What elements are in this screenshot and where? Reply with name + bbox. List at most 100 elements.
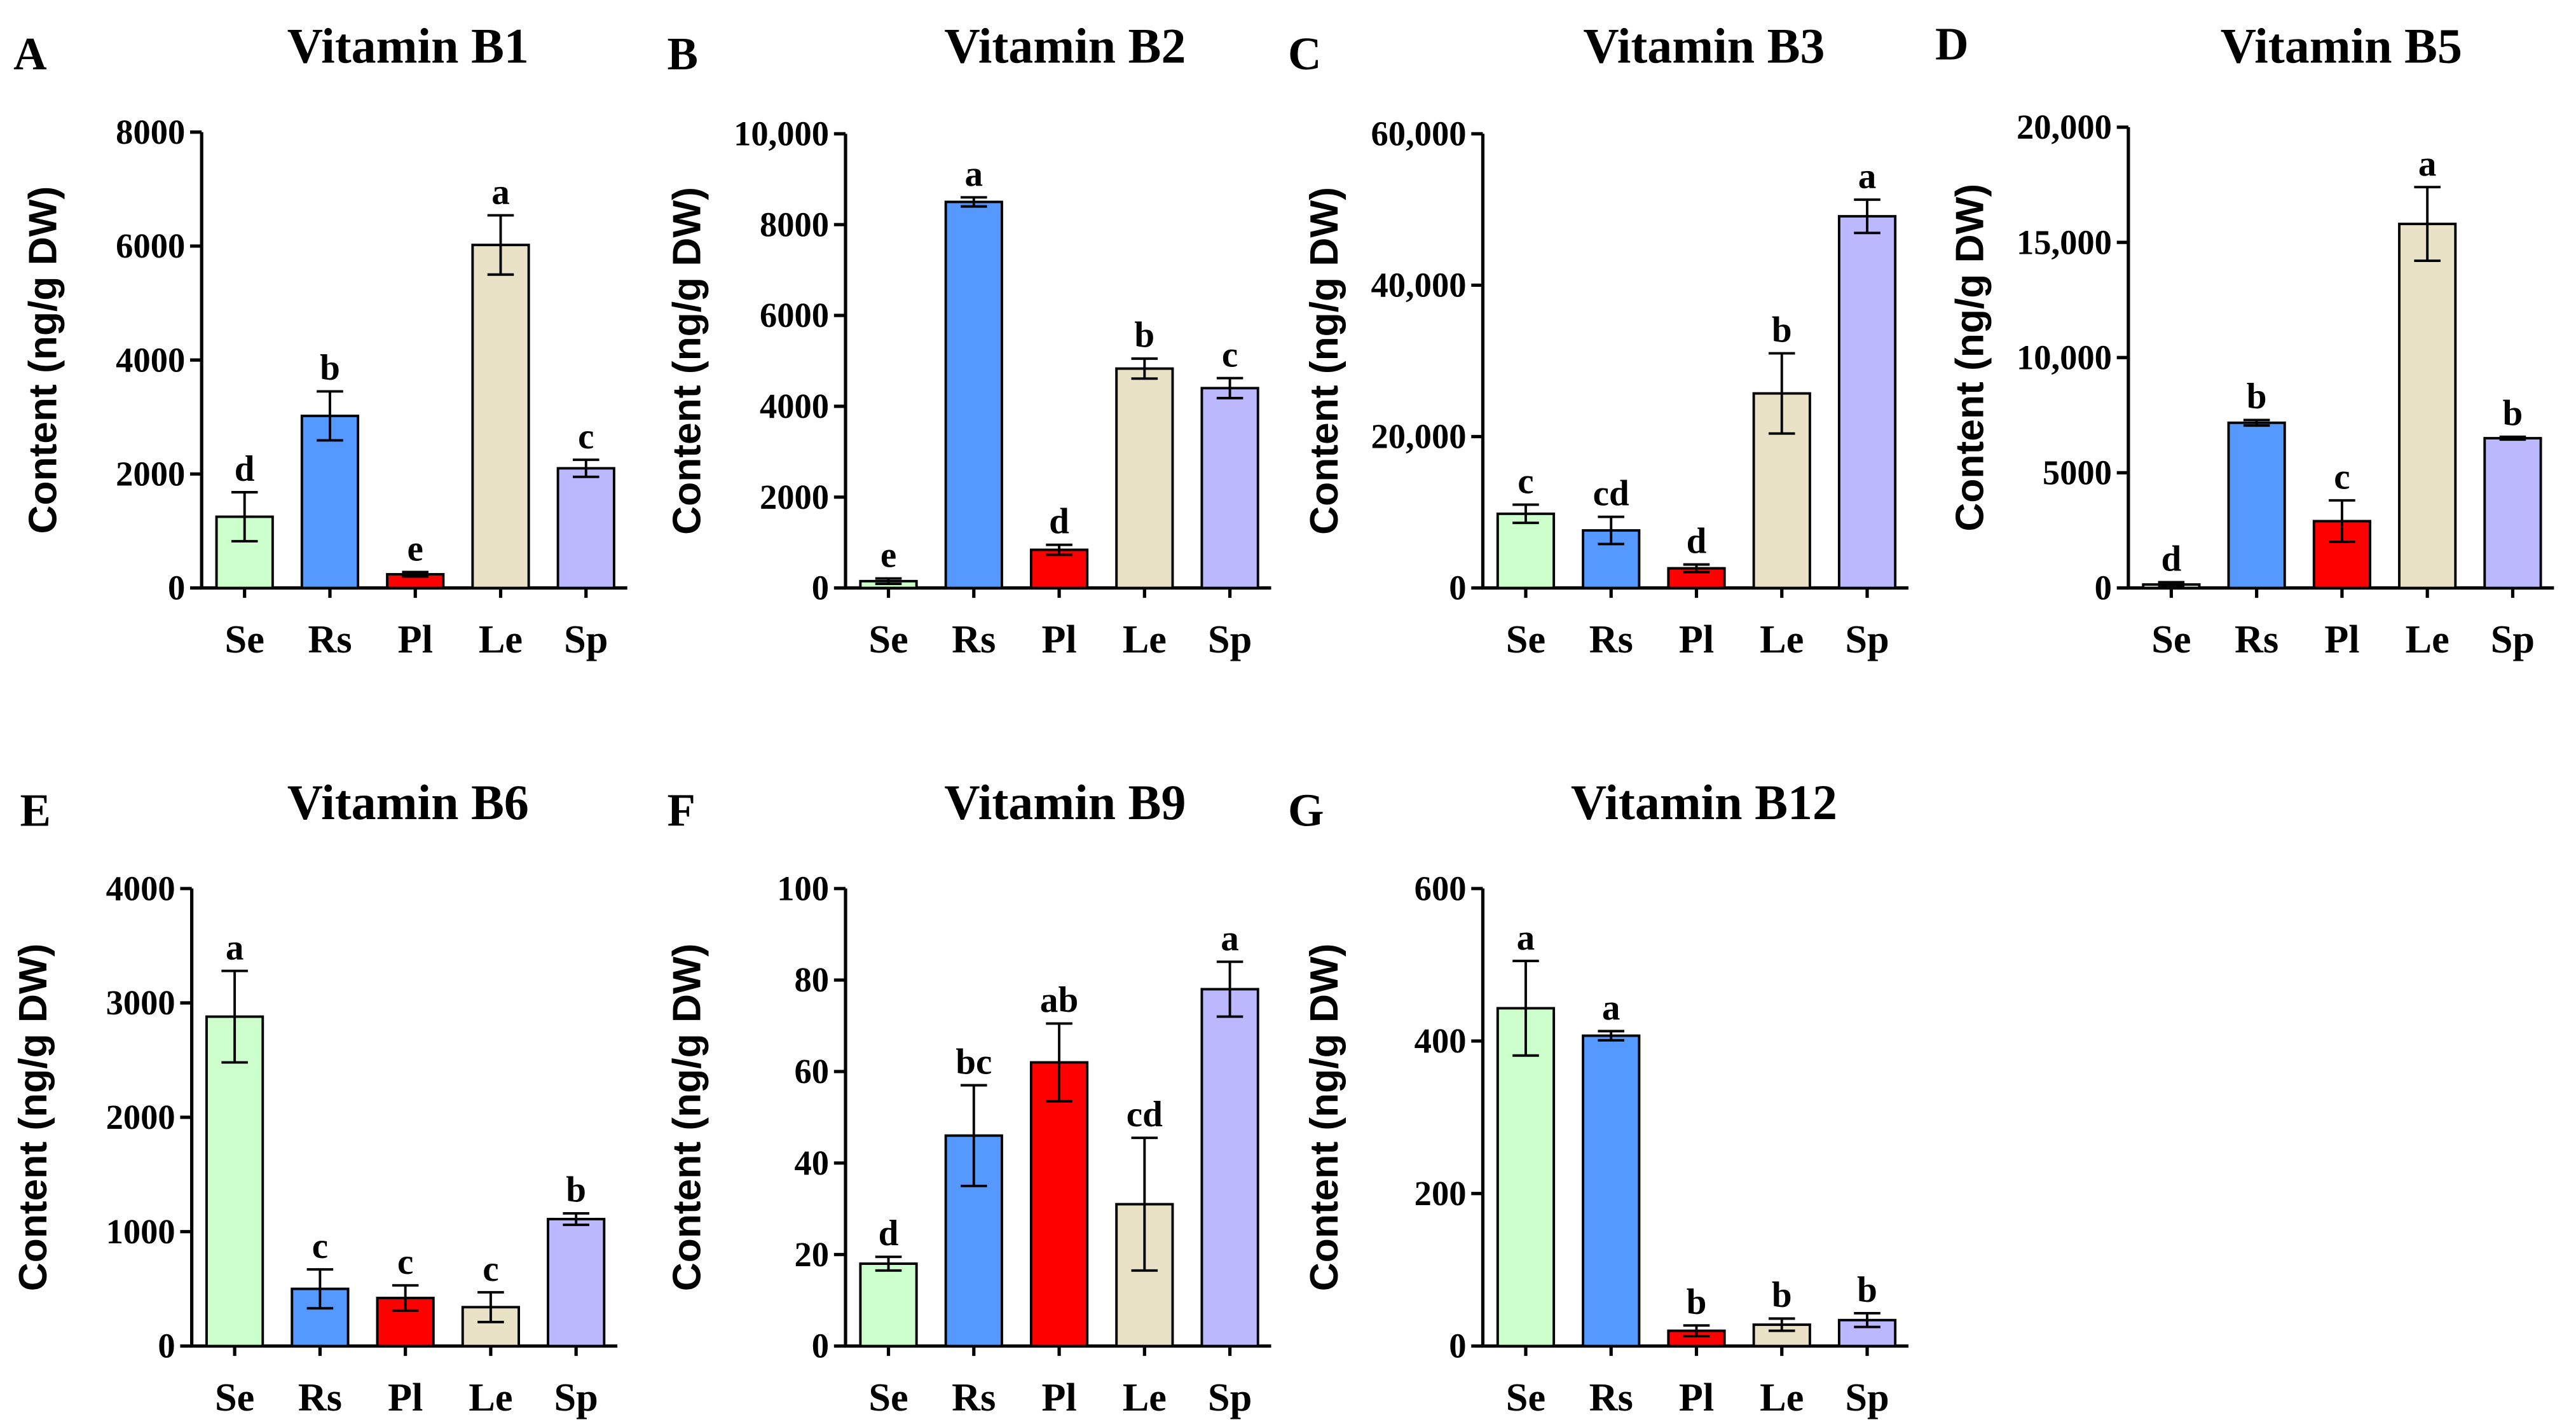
bar-Sp <box>2483 437 2542 590</box>
panel-F: F Vitamin B9 Content (ng/g DW) 0 20 40 60 80 100… <box>665 775 1271 1419</box>
significance-letter: c <box>397 1242 413 1282</box>
chart-title: Vitamin B9 <box>944 775 1186 830</box>
x-tick-label: Pl <box>398 618 433 661</box>
significance-letter: bc <box>956 1042 992 1082</box>
significance-letter: b <box>566 1170 586 1210</box>
y-tick-label: 200 <box>1415 1174 1467 1213</box>
y-tick-label: 2000 <box>116 455 185 494</box>
y-tick-label: 400 <box>1415 1021 1467 1060</box>
significance-letter: a <box>1858 156 1877 197</box>
x-tick-label: Pl <box>1041 1376 1076 1419</box>
x-tick-label: Pl <box>1679 1376 1714 1419</box>
chart-title: Vitamin B1 <box>287 19 529 74</box>
significance-letter: b <box>1857 1270 1877 1310</box>
bar-Sp <box>1837 1318 1897 1348</box>
bar-Rs <box>2227 421 2286 590</box>
panel-letter: D <box>1935 18 1969 69</box>
x-tick-label: Se <box>1506 1376 1545 1419</box>
significance-letter: c <box>312 1226 328 1266</box>
bar-Se <box>1496 1007 1556 1348</box>
y-tick-label: 60 <box>795 1052 830 1091</box>
panel-letter: B <box>668 28 699 79</box>
significance-letter: d <box>235 449 255 489</box>
significance-letter: b <box>1772 1275 1792 1315</box>
y-axis-label: Content (ng/g DW) <box>11 943 55 1291</box>
significance-letter: b <box>1687 1282 1707 1322</box>
x-tick-label: Rs <box>1589 1376 1633 1419</box>
y-tick-label: 4000 <box>106 869 175 908</box>
y-tick-label: 0 <box>158 1327 175 1365</box>
bar-Pl <box>1029 1061 1089 1348</box>
panel-C: C Vitamin B3 Content (ng/g DW) 0 20,000 40,00… <box>1288 19 1908 661</box>
panel-G: G Vitamin B12 Content (ng/g DW) 0 200 400 600 a… <box>1288 775 1908 1419</box>
panel-letter: A <box>13 28 47 79</box>
x-tick-label: Rs <box>952 618 996 661</box>
y-tick-label: 0 <box>1449 1327 1466 1365</box>
significance-letter: c <box>483 1249 498 1289</box>
y-axis-label: Content (ng/g DW) <box>22 186 65 534</box>
x-tick-label: Sp <box>2491 618 2535 661</box>
x-tick-label: Pl <box>388 1376 423 1419</box>
x-tick-label: Sp <box>1845 618 1889 661</box>
panel-B: B Vitamin B2 Content (ng/g DW) 0 2000 4000 600… <box>665 19 1271 661</box>
x-tick-label: Se <box>868 618 908 661</box>
y-tick-label: 80 <box>795 960 830 999</box>
significance-letter: b <box>2503 394 2523 434</box>
x-tick-label: Se <box>2151 618 2191 661</box>
x-tick-label: Pl <box>1041 618 1076 661</box>
significance-letter: cd <box>1593 473 1629 513</box>
panel-letter: E <box>20 784 51 836</box>
significance-letter: d <box>1049 501 1069 541</box>
x-tick-label: Le <box>479 618 523 661</box>
y-tick-label: 4000 <box>760 387 829 425</box>
x-tick-label: Pl <box>1679 618 1714 661</box>
significance-letter: b <box>1772 310 1792 350</box>
chart-title: Vitamin B2 <box>944 19 1186 74</box>
y-axis-label: Content (ng/g DW) <box>665 943 709 1291</box>
y-tick-label: 1000 <box>106 1212 175 1251</box>
x-tick-label: Sp <box>1208 618 1252 661</box>
y-axis-label: Content (ng/g DW) <box>665 187 709 535</box>
y-tick-label: 2000 <box>106 1098 175 1136</box>
y-tick-label: 100 <box>777 869 829 908</box>
bar-Sp <box>1837 215 1897 590</box>
significance-letter: a <box>965 154 983 194</box>
y-tick-label: 0 <box>1449 569 1466 607</box>
significance-letter: d <box>879 1213 899 1253</box>
x-tick-label: Le <box>1123 618 1167 661</box>
x-tick-label: Pl <box>2324 618 2359 661</box>
significance-letter: c <box>1222 335 1238 375</box>
bar-Sp <box>556 467 615 590</box>
x-tick-label: Se <box>1506 618 1545 661</box>
x-tick-label: Sp <box>1208 1376 1252 1419</box>
panel-letter: C <box>1288 28 1322 79</box>
significance-letter: c <box>2334 457 2350 497</box>
y-tick-label: 8000 <box>760 205 829 244</box>
significance-letter: ab <box>1040 980 1078 1020</box>
y-tick-label: 600 <box>1415 869 1467 908</box>
y-axis-label: Content (ng/g DW) <box>1303 943 1346 1291</box>
y-tick-label: 3000 <box>106 983 175 1022</box>
x-tick-label: Le <box>469 1376 512 1419</box>
significance-letter: c <box>1518 461 1533 501</box>
x-tick-label: Le <box>2406 618 2449 661</box>
bar-Se <box>205 1015 264 1348</box>
y-tick-label: 20,000 <box>1371 417 1467 456</box>
panel-letter: F <box>668 784 695 836</box>
y-tick-label: 0 <box>2095 569 2112 607</box>
x-tick-label: Se <box>868 1376 908 1419</box>
significance-letter: e <box>880 535 896 575</box>
y-tick-label: 40 <box>795 1143 830 1182</box>
bar-Rs <box>944 200 1003 590</box>
significance-letter: a <box>1221 918 1239 958</box>
bar-Sp <box>1200 387 1259 590</box>
y-tick-label: 4000 <box>116 340 185 379</box>
y-tick-label: 10,000 <box>2017 338 2112 376</box>
significance-letter: b <box>1134 315 1154 356</box>
y-tick-label: 6000 <box>116 226 185 265</box>
y-tick-label: 10,000 <box>734 114 829 153</box>
chart-title: Vitamin B3 <box>1583 19 1825 74</box>
y-tick-label: 20 <box>795 1235 830 1274</box>
significance-letter: b <box>320 348 340 388</box>
